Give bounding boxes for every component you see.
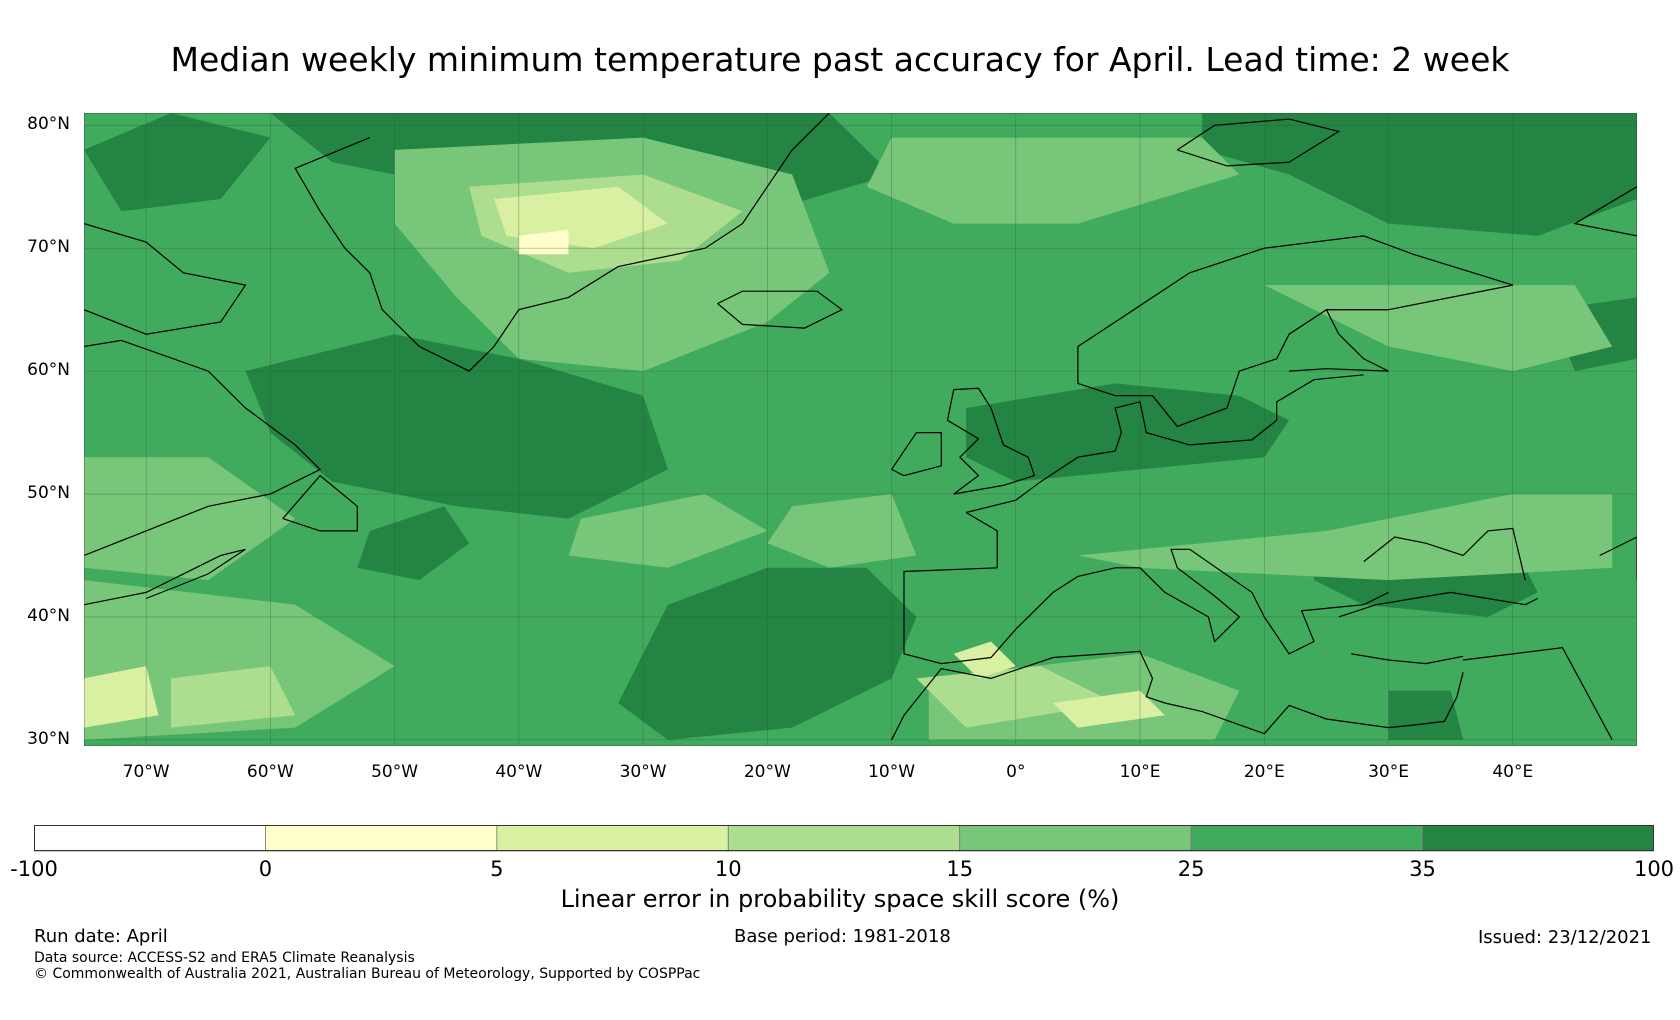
coastline-north-africa bbox=[891, 650, 1464, 741]
skill-region-12 bbox=[568, 494, 768, 568]
colorbar-segment-5 bbox=[1190, 825, 1423, 852]
skill-region-13 bbox=[84, 457, 296, 581]
map-title: Median weekly minimum temperature past a… bbox=[170, 40, 1510, 79]
lat-label-3: 50°N bbox=[27, 483, 70, 504]
lon-label-8: 10°E bbox=[1119, 762, 1161, 782]
colorbar-segment-4 bbox=[959, 825, 1192, 852]
coastlines bbox=[84, 113, 1637, 741]
skill-region-7 bbox=[1388, 690, 1464, 740]
colorbar bbox=[34, 825, 1654, 852]
colorbar-tick-2: 5 bbox=[490, 857, 504, 881]
skill-region-6 bbox=[357, 506, 470, 581]
colorbar-tick-0: -100 bbox=[10, 857, 58, 881]
colorbar-tick-7: 100 bbox=[1633, 857, 1675, 881]
coastline-anatolia-south bbox=[1351, 653, 1464, 665]
lon-label-7: 0° bbox=[1006, 762, 1026, 782]
colorbar-segment-1 bbox=[265, 825, 498, 852]
lon-label-11: 40°E bbox=[1492, 762, 1534, 782]
colorbar-frame bbox=[34, 825, 1654, 851]
coastline-newfoundland bbox=[282, 474, 358, 532]
coastline-turkey bbox=[1338, 591, 1538, 618]
lon-label-10: 30°E bbox=[1368, 762, 1409, 782]
coastline-ireland bbox=[891, 432, 942, 477]
skill-region-3 bbox=[966, 383, 1290, 482]
coastline-middle-east bbox=[1463, 647, 1613, 741]
coastline-finland-russia bbox=[1289, 309, 1389, 372]
run-date: Run date: April bbox=[34, 926, 168, 947]
skill-region-15 bbox=[767, 494, 917, 568]
lon-label-2: 50°W bbox=[371, 762, 419, 782]
coastline-nova-scotia bbox=[84, 548, 246, 606]
coastline-svalbard bbox=[1176, 118, 1341, 167]
lon-label-3: 40°W bbox=[495, 762, 543, 782]
skill-region-22 bbox=[494, 186, 668, 249]
colorbar-tick-6: 35 bbox=[1409, 857, 1436, 881]
base-period: Base period: 1981-2018 bbox=[734, 926, 951, 947]
coastline-baffin-island bbox=[84, 223, 247, 335]
lon-label-9: 20°E bbox=[1243, 762, 1285, 782]
coastline-great-britain bbox=[946, 387, 1036, 495]
skill-region-2 bbox=[245, 334, 668, 519]
lon-label-0: 70°W bbox=[122, 762, 170, 782]
skill-score-map bbox=[84, 113, 1637, 746]
colorbar-tick-3: 10 bbox=[714, 857, 742, 881]
coastline-iceland bbox=[717, 290, 844, 329]
coastline-caspian bbox=[1599, 536, 1637, 581]
lon-label-1: 60°W bbox=[246, 762, 294, 782]
lat-label-5: 30°N bbox=[27, 728, 70, 749]
skill-region-23 bbox=[84, 666, 159, 728]
issued-date: Issued: 23/12/2021 bbox=[1478, 927, 1652, 948]
lat-label-4: 40°N bbox=[27, 605, 70, 626]
skill-region-17 bbox=[1077, 494, 1613, 581]
colorbar-segment-0 bbox=[34, 825, 266, 852]
data-source: Data source: ACCESS-S2 and ERA5 Climate … bbox=[34, 950, 415, 966]
skill-region-11 bbox=[866, 137, 1240, 224]
colorbar-segment-3 bbox=[727, 825, 961, 852]
skill-region-14 bbox=[84, 580, 395, 740]
skill-region-1 bbox=[1202, 113, 1637, 236]
colorbar-title: Linear error in probability space skill … bbox=[560, 885, 1120, 913]
coastline-scandinavia bbox=[1077, 235, 1513, 428]
colorbar-tick-5: 25 bbox=[1177, 857, 1205, 881]
colorbar-segment-6 bbox=[1422, 825, 1654, 852]
coastline-novaya-zemlya bbox=[1573, 186, 1637, 237]
coastline-labrador bbox=[84, 339, 322, 557]
skill-region-18 bbox=[1264, 285, 1613, 372]
colorbar-segment-2 bbox=[496, 825, 729, 852]
skill-region-24 bbox=[953, 641, 1016, 679]
colorbar-tick-4: 15 bbox=[946, 857, 974, 881]
skill-region-8 bbox=[84, 113, 271, 212]
skill-region-25 bbox=[1053, 690, 1165, 728]
lon-label-5: 20°W bbox=[743, 762, 791, 782]
lat-label-0: 80°N bbox=[27, 114, 70, 135]
lon-label-6: 10°W bbox=[868, 762, 916, 782]
lat-label-2: 60°N bbox=[27, 360, 70, 381]
copyright: © Commonwealth of Australia 2021, Austra… bbox=[34, 966, 701, 982]
coastline-greenland bbox=[294, 113, 830, 372]
lon-label-4: 30°W bbox=[619, 762, 667, 782]
colorbar-tick-1: 0 bbox=[258, 857, 273, 881]
skill-region-20 bbox=[171, 666, 296, 728]
coastline-black-sea-north bbox=[1363, 527, 1526, 581]
lat-label-1: 70°N bbox=[27, 237, 70, 258]
coastline-western-europe bbox=[903, 511, 1389, 665]
skill-score-regions bbox=[84, 113, 1637, 740]
coastline-north-europe bbox=[965, 374, 1364, 514]
